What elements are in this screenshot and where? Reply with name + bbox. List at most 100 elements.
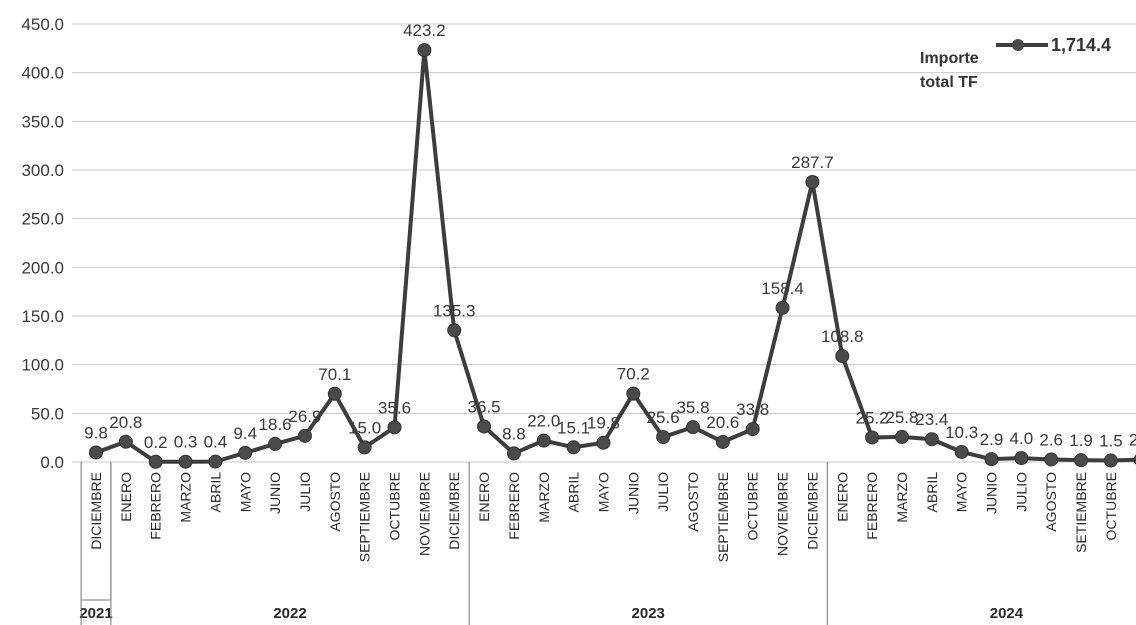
data-label: 135.3 xyxy=(433,301,476,320)
y-tick-label: 200.0 xyxy=(21,258,64,277)
y-tick-label: 450.0 xyxy=(21,15,64,34)
data-point xyxy=(924,432,939,447)
legend-marker xyxy=(1012,39,1024,51)
data-label: 2.9 xyxy=(980,430,1004,449)
data-label: 70.2 xyxy=(617,365,650,384)
y-tick-label: 0.0 xyxy=(40,453,64,472)
data-label: 18.6 xyxy=(259,415,292,434)
legend: Importe total TF 1,714.4 xyxy=(920,35,1111,91)
data-label: 0.2 xyxy=(144,433,168,452)
y-tick-label: 250.0 xyxy=(21,210,64,229)
x-tick-label: MARZO xyxy=(178,472,194,523)
x-tick-label: JULIO xyxy=(1013,472,1029,512)
data-label: 33.8 xyxy=(736,400,769,419)
data-label: 423.2 xyxy=(403,21,446,40)
x-tick-label: NOVIEMBRE xyxy=(775,472,791,556)
legend-label-line1: Importe xyxy=(920,50,979,67)
data-label: 1.5 xyxy=(1099,432,1123,451)
data-point xyxy=(984,452,999,467)
data-point xyxy=(506,446,521,461)
x-tick-label: ENERO xyxy=(476,472,492,522)
data-label: 9.4 xyxy=(233,424,257,443)
x-tick-label: ABRIL xyxy=(924,472,940,513)
data-label: 15.1 xyxy=(557,418,590,437)
y-tick-label: 350.0 xyxy=(21,112,64,131)
data-point xyxy=(865,430,880,445)
data-label: 20.6 xyxy=(706,413,739,432)
data-point xyxy=(805,174,820,189)
data-label: 22.0 xyxy=(527,412,560,431)
data-label: 26.9 xyxy=(288,407,321,426)
data-point xyxy=(536,433,551,448)
x-tick-label: MARZO xyxy=(536,472,552,523)
x-tick-label: ENERO xyxy=(118,472,134,522)
data-label: 15.0 xyxy=(348,418,381,437)
data-point xyxy=(447,323,462,338)
x-tick-label: MAYO xyxy=(237,472,253,512)
x-tick-label: OCTUBRE xyxy=(745,472,761,540)
x-tick-label: OCTUBRE xyxy=(1103,472,1119,540)
data-point xyxy=(148,454,163,469)
x-tick-label: AGOSTO xyxy=(327,472,343,532)
data-point xyxy=(477,419,492,434)
x-tick-label: JULIO xyxy=(297,472,313,512)
x-tick-label: NOVIEMBRE xyxy=(1133,472,1136,556)
data-label: 23.4 xyxy=(915,410,948,429)
data-label: 2.6 xyxy=(1039,430,1063,449)
data-point xyxy=(894,429,909,444)
x-tick-label: ABRIL xyxy=(566,472,582,513)
gridlines xyxy=(72,23,1136,463)
x-tick-label: MARZO xyxy=(894,472,910,523)
data-point xyxy=(1014,451,1029,466)
data-label: 10.3 xyxy=(945,423,978,442)
data-point xyxy=(954,444,969,459)
data-point xyxy=(268,436,283,451)
y-axis: 0.0 50.0 100.0 150.0 200.0 250.0 300.0 350.0 400… xyxy=(21,15,64,472)
data-label: 4.0 xyxy=(1010,429,1034,448)
x-tick-label: ABRIL xyxy=(207,472,223,513)
data-point xyxy=(686,420,700,435)
x-tick-label: JUNIO xyxy=(984,472,1000,514)
data-point xyxy=(387,420,402,435)
y-tick-label: 100.0 xyxy=(21,356,64,375)
legend-label-line2: total TF xyxy=(920,74,978,91)
data-label: 35.6 xyxy=(378,398,411,417)
data-label: 0.3 xyxy=(174,433,198,452)
data-label: 19.8 xyxy=(587,414,620,433)
data-point xyxy=(297,428,312,443)
year-label: 2024 xyxy=(990,605,1024,622)
x-tick-label: FEBRERO xyxy=(864,472,880,540)
data-label: 20.8 xyxy=(109,413,142,432)
data-label: 287.7 xyxy=(791,153,834,172)
x-tick-label: JUNIO xyxy=(267,472,283,514)
data-label: 158.4 xyxy=(761,279,804,298)
data-point xyxy=(238,445,253,460)
y-tick-label: 50.0 xyxy=(31,404,64,423)
x-tick-label: OCTUBRE xyxy=(387,472,403,540)
data-point xyxy=(596,435,611,450)
data-point xyxy=(656,430,671,445)
x-tick-label: JUNIO xyxy=(625,472,641,514)
year-label: 2022 xyxy=(273,605,306,622)
x-tick-label: JULIO xyxy=(655,472,671,512)
x-tick-label: FEBRERO xyxy=(506,472,522,540)
year-label: 2023 xyxy=(632,605,665,622)
data-point xyxy=(715,434,730,449)
data-label: 70.1 xyxy=(318,365,351,384)
data-point xyxy=(89,445,103,460)
data-point xyxy=(835,349,850,364)
x-tick-label: SETIEMBRE xyxy=(1073,472,1089,553)
data-label: 9.8 xyxy=(84,423,108,442)
x-tick-label: AGOSTO xyxy=(685,472,701,532)
data-point xyxy=(566,440,581,455)
data-label: 0.4 xyxy=(204,433,228,452)
x-tick-label: SEPTIEMBRE xyxy=(715,472,731,562)
data-point xyxy=(118,434,133,449)
data-label: 35.8 xyxy=(676,398,709,417)
x-tick-label: MAYO xyxy=(954,472,970,512)
data-point xyxy=(357,440,372,455)
data-label: 108.8 xyxy=(821,327,864,346)
data-point xyxy=(178,454,193,469)
x-tick-label: MAYO xyxy=(595,472,611,512)
